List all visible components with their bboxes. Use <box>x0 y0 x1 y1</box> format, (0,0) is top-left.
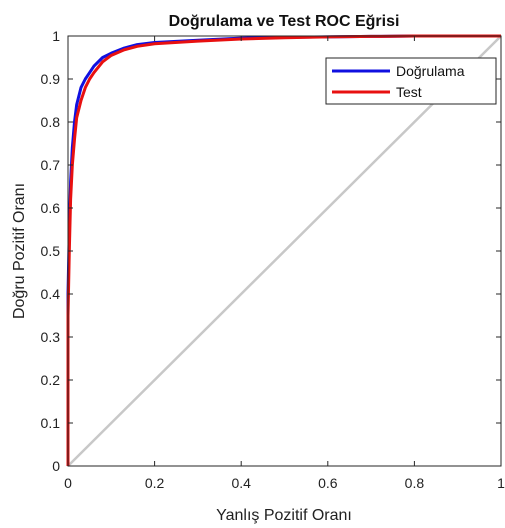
y-tick-label: 0.2 <box>41 372 61 388</box>
legend-box <box>325 57 497 105</box>
y-tick-label: 0.3 <box>41 329 61 345</box>
x-tick-label: 0.4 <box>231 475 251 491</box>
y-tick-label: 1 <box>52 28 60 44</box>
x-axis-label: Yanlış Pozitif Oranı <box>216 507 352 524</box>
y-tick-label: 0.5 <box>41 243 61 259</box>
series-layer <box>66 34 501 466</box>
y-tick-label: 0.1 <box>41 415 61 431</box>
x-ticks: 0 0.2 0.4 0.6 0.8 1 <box>64 36 505 491</box>
diagonal-layer <box>67 35 502 467</box>
y-tick-label: 0.8 <box>41 114 61 130</box>
legend-label-test: Test <box>396 84 422 100</box>
chart-title: Doğrulama ve Test ROC Eğrisi <box>169 13 400 30</box>
y-tick-label: 0.4 <box>41 286 61 302</box>
x-tick-label: 0.6 <box>318 475 338 491</box>
series-line-test <box>66 34 501 466</box>
y-ticks: 0 0.1 0.2 0.3 0.4 0.5 0.6 0.7 0.8 0.9 1 <box>41 28 501 474</box>
y-tick-label: 0.6 <box>41 200 61 216</box>
diagonal-reference-line <box>67 35 502 467</box>
x-tick-label: 0.2 <box>145 475 165 491</box>
y-tick-label: 0.9 <box>41 71 61 87</box>
legend-label-dogrulama: Doğrulama <box>396 63 465 79</box>
x-tick-label: 0.8 <box>405 475 425 491</box>
y-tick-label: 0.7 <box>41 157 61 173</box>
x-tick-label: 1 <box>497 475 505 491</box>
x-tick-label: 0 <box>64 475 72 491</box>
legend: Doğrulama Test <box>325 57 497 105</box>
y-axis-label: Doğru Pozitif Oranı <box>11 183 28 319</box>
y-tick-label: 0 <box>52 458 60 474</box>
